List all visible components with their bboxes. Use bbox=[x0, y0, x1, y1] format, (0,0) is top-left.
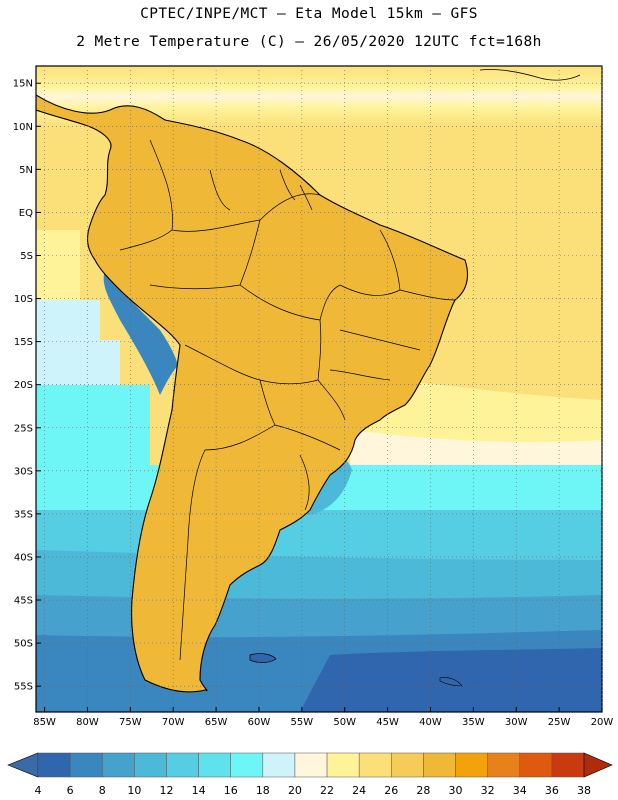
lat-label: 20S bbox=[14, 380, 33, 391]
colorbar-label: 4 bbox=[35, 784, 42, 797]
lat-label: 5N bbox=[19, 165, 33, 176]
lat-label: 40S bbox=[14, 552, 33, 563]
colorbar-label: 34 bbox=[513, 784, 527, 797]
colorbar-box bbox=[519, 752, 553, 778]
lon-label: 25W bbox=[548, 717, 571, 728]
map-title-line1: CPTEC/INPE/MCT – Eta Model 15km – GFS bbox=[140, 6, 478, 22]
colorbar-box bbox=[358, 752, 392, 778]
graticule bbox=[36, 66, 603, 712]
colorbar-label: 28 bbox=[416, 784, 430, 797]
lon-label: 35W bbox=[462, 717, 485, 728]
lon-label: 70W bbox=[162, 717, 185, 728]
colorbar-label: 38 bbox=[577, 784, 591, 797]
lon-label: 40W bbox=[419, 717, 442, 728]
colorbar-label: 8 bbox=[99, 784, 106, 797]
lat-label: 55S bbox=[14, 682, 33, 693]
colorbar-box bbox=[69, 752, 103, 778]
lon-label: 80W bbox=[76, 717, 99, 728]
andes-central bbox=[103, 270, 178, 395]
lat-label: 10N bbox=[13, 122, 33, 133]
colorbar-under-triangle bbox=[7, 752, 39, 778]
lon-label: 75W bbox=[119, 717, 142, 728]
lat-label: 35S bbox=[14, 509, 33, 520]
colorbar-box bbox=[326, 752, 360, 778]
lat-label: EQ bbox=[19, 208, 33, 219]
colorbar-label: 14 bbox=[192, 784, 206, 797]
atlantic-band-22 bbox=[350, 430, 602, 470]
colorbar-box bbox=[134, 752, 167, 778]
colorbar-box bbox=[551, 752, 585, 778]
colorbar-label: 24 bbox=[352, 784, 366, 797]
longitude-labels: 85W 80W 75W 70W 65W 60W 55W 50W 45W 40W 35W 30W 25W 2… bbox=[33, 717, 613, 728]
lat-label: 15S bbox=[14, 337, 33, 348]
lon-label: 85W bbox=[33, 717, 56, 728]
colorbar: 4 6 8 10 12 14 16 18 20 22 24 26 28 30 32 34 36 38 bbox=[7, 752, 613, 797]
lat-label: 30S bbox=[14, 466, 33, 477]
colorbar-box bbox=[487, 752, 521, 778]
colorbar-label: 18 bbox=[256, 784, 270, 797]
colorbar-label: 30 bbox=[449, 784, 463, 797]
map-frame bbox=[35, 65, 603, 713]
lon-label: 30W bbox=[505, 717, 528, 728]
lat-label: 25S bbox=[14, 423, 33, 434]
colorbar-label: 36 bbox=[545, 784, 559, 797]
falkland-islands bbox=[249, 653, 277, 663]
colorbar-box bbox=[423, 752, 456, 778]
colorbar-label: 16 bbox=[224, 784, 238, 797]
colorbar-box bbox=[37, 752, 71, 778]
colorbar-label: 20 bbox=[288, 784, 302, 797]
colorbar-box bbox=[166, 752, 199, 778]
colorbar-box bbox=[391, 752, 424, 778]
colorbar-box bbox=[101, 752, 135, 778]
colorbar-box bbox=[294, 752, 328, 778]
colorbar-label: 6 bbox=[67, 784, 74, 797]
country-borders bbox=[119, 139, 456, 661]
lat-label: 10S bbox=[14, 294, 33, 305]
lat-label: 5S bbox=[20, 251, 33, 262]
map-title-line2: 2 Metre Temperature (C) – 26/05/2020 12U… bbox=[76, 34, 542, 50]
lon-label: 60W bbox=[248, 717, 271, 728]
colorbar-label: 32 bbox=[481, 784, 495, 797]
lon-label: 50W bbox=[333, 717, 356, 728]
map-field bbox=[36, 66, 602, 712]
lat-label: 50S bbox=[14, 639, 33, 650]
colorbar-label: 22 bbox=[320, 784, 334, 797]
pacific-band-20 bbox=[36, 300, 100, 340]
colorbar-box bbox=[198, 752, 231, 778]
caribbean-islands bbox=[479, 69, 581, 81]
lat-label: 15N bbox=[13, 79, 33, 90]
pacific-band-24 bbox=[36, 230, 80, 300]
colorbar-box bbox=[230, 752, 264, 778]
colorbar-box bbox=[455, 752, 488, 778]
pacific-band-18b bbox=[36, 340, 120, 390]
lon-label: 65W bbox=[205, 717, 228, 728]
colorbar-box bbox=[262, 752, 296, 778]
colorbar-over-triangle bbox=[583, 752, 613, 778]
south-georgia bbox=[439, 677, 463, 687]
colorbar-label: 26 bbox=[384, 784, 398, 797]
lon-label: 45W bbox=[376, 717, 399, 728]
lon-label: 55W bbox=[291, 717, 314, 728]
colorbar-label: 10 bbox=[127, 784, 141, 797]
lat-label: 45S bbox=[14, 596, 33, 607]
lon-label: 20W bbox=[591, 717, 614, 728]
latitude-labels: 15N 10N 5N EQ 5S 10S 15S 20S 25S 30S 35S 40S 45S 50S 5… bbox=[13, 79, 33, 693]
colorbar-label: 12 bbox=[159, 784, 173, 797]
